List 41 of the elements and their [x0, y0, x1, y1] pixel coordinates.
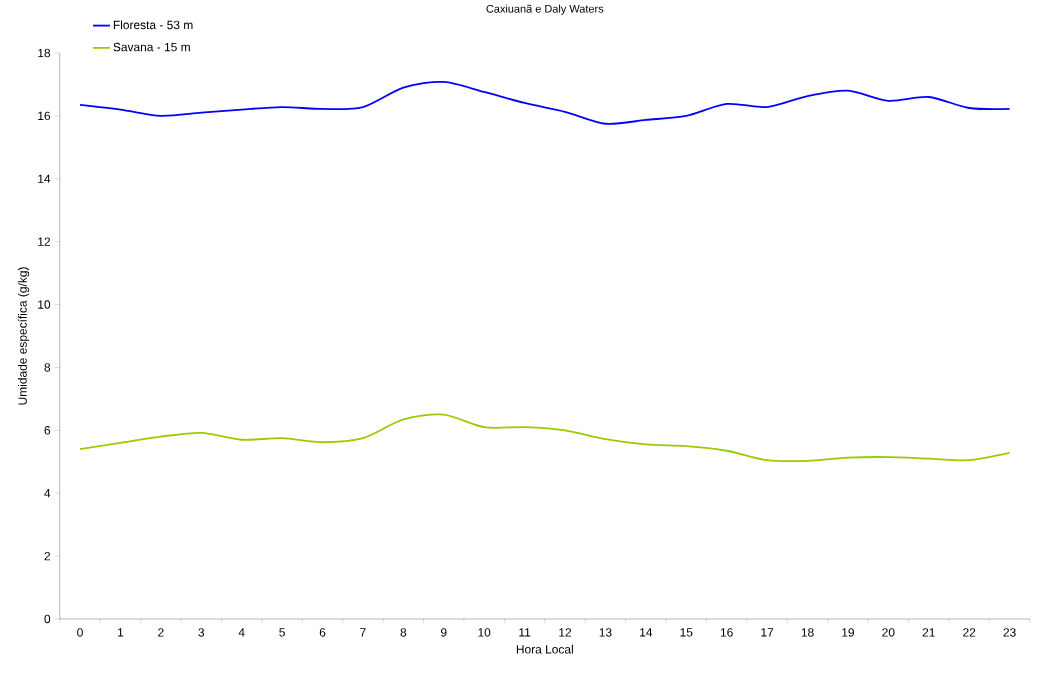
y-axis-title: Umidade específica (g/kg): [17, 267, 30, 405]
x-tick-label: 7: [360, 628, 366, 637]
x-tick-label: 4: [238, 628, 245, 637]
y-tick-label: 14: [38, 174, 51, 183]
x-tick-label: 1: [118, 628, 124, 637]
x-tick-label: 5: [279, 628, 285, 637]
x-tick-label: 8: [400, 628, 407, 637]
legend-label: Floresta - 53 m: [113, 20, 193, 30]
y-tick-label: 6: [44, 426, 51, 435]
y-tick-label: 18: [38, 48, 51, 58]
x-tick-label: 2: [158, 628, 164, 637]
x-tick-label: 20: [882, 628, 895, 637]
x-tick-label: 22: [963, 628, 976, 637]
line-series: [79, 80, 1011, 125]
y-tick-label: 2: [44, 551, 51, 561]
x-tick-label: 19: [842, 628, 854, 637]
y-tick-label: 12: [38, 237, 51, 246]
x-tick-label: 9: [441, 628, 447, 637]
x-tick-label: 15: [680, 628, 693, 637]
x-tick-label: 3: [198, 628, 205, 637]
y-tick-label: 8: [44, 363, 51, 372]
x-tick-label: 14: [640, 628, 653, 637]
y-tick-label: 0: [44, 614, 51, 624]
y-tick-label: 10: [38, 300, 51, 309]
y-tick-label: 16: [38, 111, 51, 121]
x-tick-label: 13: [599, 628, 612, 637]
x-tick-label: 21: [922, 628, 935, 637]
legend-label: Savana - 15 m: [113, 42, 190, 52]
y-tick-label: 4: [44, 489, 51, 498]
x-tick-label: 11: [519, 628, 531, 637]
x-tick-label: 6: [319, 628, 326, 637]
x-tick-label: 16: [720, 628, 733, 637]
x-tick-label: 12: [559, 628, 572, 637]
chart-title: Caxiuanã e Daly Waters: [486, 4, 604, 15]
line-series: [79, 413, 1011, 463]
x-tick-label: 17: [761, 628, 774, 637]
x-tick-label: 10: [478, 628, 491, 637]
x-axis-title: Hora Local: [516, 644, 573, 654]
x-tick-label: 0: [77, 628, 83, 637]
x-tick-label: 18: [801, 628, 814, 637]
x-tick-label: 23: [1003, 628, 1016, 637]
